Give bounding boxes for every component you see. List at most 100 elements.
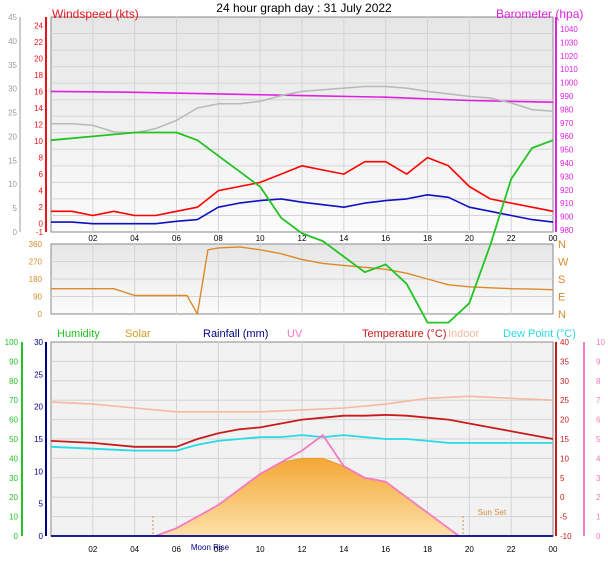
series-baro <box>50 90 554 103</box>
series-direction <box>51 246 554 315</box>
x-tick-label: 20 <box>465 545 474 554</box>
legend-temperature: Temperature (°C) <box>362 328 446 340</box>
x-tick-label: 16 <box>381 234 390 243</box>
compass-label: W <box>558 257 569 269</box>
rain-tick-label: 30 <box>34 338 43 347</box>
temp-tick-label: 5 <box>560 474 565 483</box>
wind-tick-label: 8 <box>39 154 44 163</box>
baro-tick-label: 950 <box>560 146 574 155</box>
outer-tick-label: 5 <box>13 204 18 213</box>
uv-tick-label: 2 <box>596 493 601 502</box>
x-tick-label: 10 <box>256 234 265 243</box>
temp-tick-label: -10 <box>560 532 572 541</box>
uv-tick-label: 6 <box>596 416 601 425</box>
baro-tick-label: 1000 <box>560 79 578 88</box>
rain-tick-label: 10 <box>34 467 43 476</box>
compass-label: N <box>558 239 566 251</box>
baro-axis-title: Barometer (hpa) <box>496 7 583 21</box>
x-tick-label: 14 <box>339 234 348 243</box>
wind-tick-label: 16 <box>34 87 43 96</box>
x-tick-label: 06 <box>172 234 181 243</box>
direction-tick-label: 360 <box>29 240 43 249</box>
series-gust <box>51 156 554 217</box>
x-tick-label: 04 <box>130 545 139 554</box>
wind-tick-label: 18 <box>34 71 43 80</box>
annotation-sun-set: Sun Set <box>478 508 507 517</box>
legend-rainfall: Rainfall (mm) <box>203 328 268 340</box>
wind-tick-label: 2 <box>39 203 44 212</box>
wind-tick-label: 24 <box>34 21 43 30</box>
series-uv <box>155 434 460 537</box>
x-tick-label: 06 <box>172 545 181 554</box>
wind-tick-label: 14 <box>34 104 43 113</box>
uv-tick-label: 3 <box>596 474 601 483</box>
humidity-tick-label: 0 <box>14 532 19 541</box>
outer-tick-label: 15 <box>8 156 17 165</box>
humidity-tick-label: 60 <box>9 416 18 425</box>
temp-tick-label: 15 <box>560 435 569 444</box>
baro-tick-label: 930 <box>560 172 574 181</box>
direction-tick-label: 270 <box>29 258 43 267</box>
x-tick-label: 20 <box>465 234 474 243</box>
x-tick-label: 00 <box>549 234 558 243</box>
temp-tick-label: 10 <box>560 454 569 463</box>
humidity-tick-label: 40 <box>9 454 18 463</box>
compass-label: S <box>558 274 565 286</box>
wind-tick-label: 20 <box>34 54 43 63</box>
baro-tick-label: 1010 <box>560 65 578 74</box>
rain-tick-label: 20 <box>34 403 43 412</box>
humidity-tick-label: 50 <box>9 435 18 444</box>
x-tick-label: 02 <box>88 545 97 554</box>
rain-tick-label: 25 <box>34 370 43 379</box>
x-tick-label: 18 <box>423 545 432 554</box>
legend-solar: Solar <box>125 328 151 340</box>
direction-tick-label: 180 <box>29 275 43 284</box>
annotation-moon-rise: Moon Rise <box>191 543 230 552</box>
series-avg <box>51 194 554 225</box>
temp-tick-label: 35 <box>560 357 569 366</box>
wind-tick-label: 22 <box>34 38 43 47</box>
wind-tick-label: -1 <box>36 228 44 237</box>
humidity-tick-label: 70 <box>9 396 18 405</box>
x-tick-label: 22 <box>507 234 516 243</box>
rain-tick-label: 0 <box>39 532 44 541</box>
outer-tick-label: 35 <box>8 61 17 70</box>
humidity-tick-label: 80 <box>9 377 18 386</box>
outer-tick-label: 25 <box>8 109 17 118</box>
legend-dew-point: Dew Point (°C) <box>503 328 576 340</box>
temp-tick-label: 25 <box>560 396 569 405</box>
series-temp <box>50 413 554 448</box>
series-humidity <box>50 131 554 324</box>
uv-tick-label: 4 <box>596 454 601 463</box>
wind-tick-label: 6 <box>39 170 44 179</box>
temp-tick-label: 30 <box>560 377 569 386</box>
uv-tick-label: 10 <box>596 338 605 347</box>
compass-label: E <box>558 292 565 304</box>
uv-tick-label: 7 <box>596 396 601 405</box>
x-tick-label: 18 <box>423 234 432 243</box>
outer-tick-label: 30 <box>8 85 17 94</box>
baro-tick-label: 960 <box>560 132 574 141</box>
humidity-tick-label: 10 <box>9 513 18 522</box>
chart-title: 24 hour graph day : 31 July 2022 <box>216 1 392 15</box>
humidity-tick-label: 90 <box>9 357 18 366</box>
direction-tick-label: 90 <box>33 293 42 302</box>
x-tick-label: 22 <box>507 545 516 554</box>
x-tick-label: 16 <box>381 545 390 554</box>
humidity-tick-label: 100 <box>5 338 19 347</box>
baro-tick-label: 1030 <box>560 38 578 47</box>
temp-tick-label: 0 <box>560 493 565 502</box>
x-tick-label: 08 <box>214 234 223 243</box>
uv-tick-label: 5 <box>596 435 601 444</box>
x-tick-label: 04 <box>130 234 139 243</box>
humidity-tick-label: 30 <box>9 474 18 483</box>
temp-tick-label: 40 <box>560 338 569 347</box>
baro-tick-label: 1040 <box>560 25 578 34</box>
baro-tick-label: 970 <box>560 119 574 128</box>
direction-tick-label: 0 <box>38 310 43 319</box>
outer-tick-label: 0 <box>13 228 18 237</box>
wind-tick-label: 0 <box>39 220 44 229</box>
baro-tick-label: 900 <box>560 213 574 222</box>
x-tick-label: 10 <box>256 545 265 554</box>
